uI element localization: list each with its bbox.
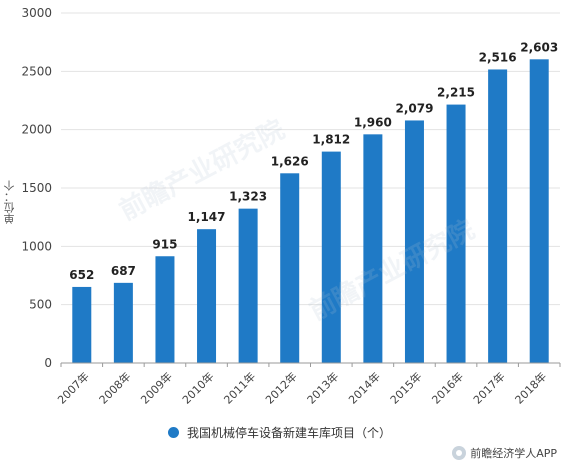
credit-text: 前瞻经济学人APP — [470, 447, 557, 460]
y-tick-label: 0 — [44, 356, 52, 370]
bar — [363, 134, 383, 363]
data-label: 2,215 — [437, 86, 475, 100]
brand-logo-icon — [452, 446, 467, 460]
y-tick-label: 3000 — [21, 6, 52, 20]
bar — [404, 120, 424, 363]
source-credit: 前瞻经济学人APP — [452, 445, 557, 461]
data-label: 915 — [152, 237, 177, 251]
y-tick-label: 2500 — [21, 64, 52, 78]
bars — [72, 59, 549, 364]
bar — [72, 286, 92, 363]
x-tick-label: 2014年 — [346, 369, 383, 406]
x-tick-label: 2018年 — [512, 369, 549, 406]
data-label: 1,626 — [271, 154, 309, 168]
bar — [280, 173, 300, 363]
x-tick-label: 2010年 — [179, 369, 216, 406]
data-label: 652 — [69, 268, 94, 282]
y-tick-label: 1000 — [21, 239, 52, 253]
legend-marker — [168, 427, 179, 438]
bar — [321, 151, 341, 363]
bar — [446, 104, 466, 363]
x-tick-label: 2011年 — [221, 369, 258, 406]
x-tick-label: 2007年 — [54, 369, 91, 406]
data-label: 1,323 — [229, 190, 267, 204]
bar — [529, 59, 549, 364]
y-tick-label: 1500 — [21, 181, 52, 195]
bar — [155, 256, 175, 363]
x-axis-ticks: 2007年 2008年 2009年 2010年 2011年 2012年 2013年 2014年… — [54, 363, 561, 407]
bar — [197, 229, 217, 363]
y-tick-label: 500 — [29, 298, 52, 312]
x-tick-label: 2009年 — [138, 369, 175, 406]
x-tick-label: 2016年 — [429, 369, 466, 406]
x-tick-label: 2008年 — [96, 369, 133, 406]
y-axis-ticks: 0 500 1000 1500 2000 2500 3000 — [21, 6, 52, 370]
data-label: 1,960 — [354, 115, 392, 129]
grid-lines — [61, 12, 560, 306]
data-label: 687 — [111, 264, 136, 278]
data-label: 2,603 — [520, 40, 558, 54]
x-tick-label: 2015年 — [387, 369, 424, 406]
data-label: 2,516 — [479, 50, 517, 64]
bar — [113, 282, 133, 363]
bar — [488, 69, 508, 363]
y-tick-label: 2000 — [21, 123, 52, 137]
legend-label: 我国机械停车设备新建车库项目（个） — [187, 426, 392, 440]
x-tick-label: 2012年 — [262, 369, 299, 406]
data-label: 2,079 — [395, 101, 433, 115]
data-label: 1,147 — [188, 210, 226, 224]
legend: 我国机械停车设备新建车库项目（个） — [168, 424, 391, 441]
bar — [238, 208, 258, 363]
x-tick-label: 2017年 — [470, 369, 507, 406]
y-axis-label: 单位：个 — [3, 180, 16, 224]
data-label: 1,812 — [312, 133, 350, 147]
x-tick-label: 2013年 — [304, 369, 341, 406]
